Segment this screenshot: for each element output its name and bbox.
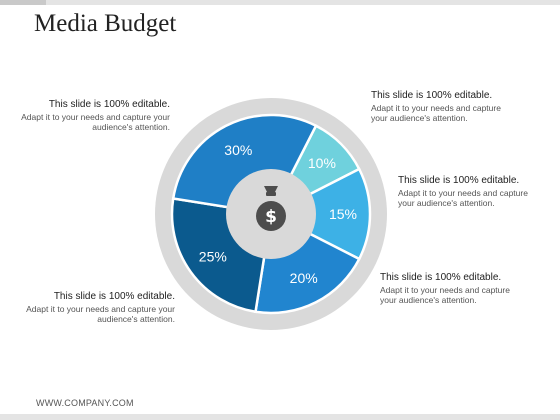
callout-top-right: This slide is 100% editable. Adapt it to… — [371, 90, 511, 123]
callout-bottom-left: This slide is 100% editable. Adapt it to… — [25, 291, 175, 324]
money-bag-icon: $ — [256, 186, 286, 231]
slice-label: 25% — [199, 248, 227, 264]
callout-heading: This slide is 100% editable. — [398, 175, 520, 186]
callout-heading: This slide is 100% editable. — [53, 291, 175, 302]
callout-heading: This slide is 100% editable. — [371, 90, 493, 101]
slide-title: Media Budget — [34, 10, 177, 37]
bottom-bar — [0, 414, 560, 420]
callout-body: Adapt it to your needs and capture your … — [398, 188, 528, 208]
callout-heading: This slide is 100% editable. — [48, 99, 170, 110]
callout-top-left: This slide is 100% editable. Adapt it to… — [20, 99, 170, 132]
callout-middle-right: This slide is 100% editable. Adapt it to… — [398, 175, 538, 208]
svg-text:$: $ — [265, 207, 277, 227]
footer-url: WWW.COMPANY.COM — [36, 398, 134, 408]
slice-label: 15% — [329, 206, 357, 222]
callout-heading: This slide is 100% editable. — [380, 272, 502, 283]
callout-body: Adapt it to your needs and capture your … — [371, 103, 501, 123]
slice-label: 20% — [290, 270, 318, 286]
callout-body: Adapt it to your needs and capture your … — [21, 112, 170, 132]
slice-15 — [268, 167, 372, 261]
top-bar — [0, 0, 560, 5]
callout-body: Adapt it to your needs and capture your … — [26, 304, 175, 324]
callout-body: Adapt it to your needs and capture your … — [380, 285, 510, 305]
callout-bottom-right: This slide is 100% editable. Adapt it to… — [380, 272, 520, 305]
slice-label: 10% — [308, 155, 336, 171]
slice-label: 30% — [224, 142, 252, 158]
top-bar-accent — [0, 0, 46, 5]
